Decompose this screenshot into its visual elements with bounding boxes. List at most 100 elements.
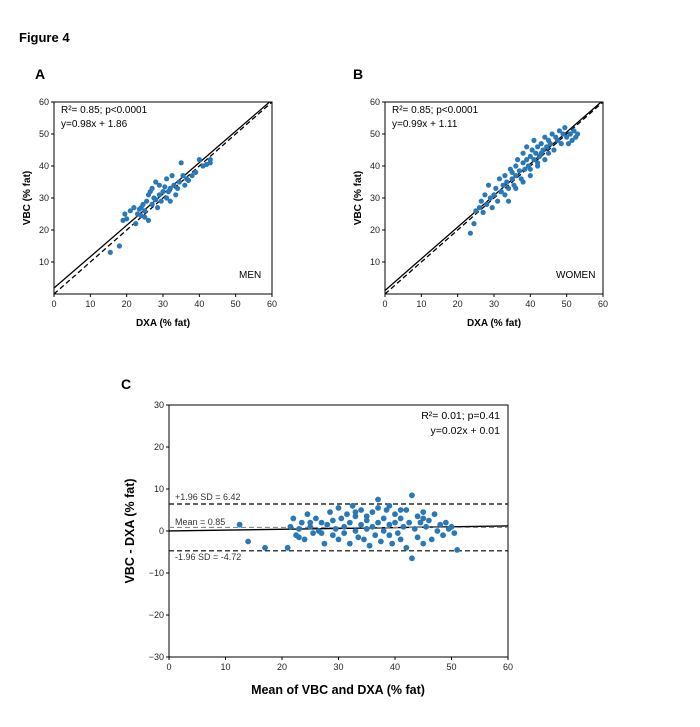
panel-b-data-point xyxy=(490,205,495,210)
panel-a-data-point xyxy=(153,197,158,202)
panel-a-stats-r2: R²= 0.85; p<0.0001 xyxy=(61,105,148,116)
panel-a-x-tick-label: 20 xyxy=(122,299,132,309)
panel-c-data-point xyxy=(398,516,404,522)
panel-a-data-point xyxy=(177,179,182,184)
panel-a-y-axis-label: VBC (% fat) xyxy=(22,171,33,225)
panel-b-data-point xyxy=(575,131,580,136)
panel-a-data-point xyxy=(169,173,174,178)
panel-b-identity-line xyxy=(385,102,603,294)
panel-a-identity-line xyxy=(54,102,272,294)
panel-c-y-tick-label: 10 xyxy=(154,484,164,494)
panel-b-data-point xyxy=(506,186,511,191)
panel-a-data-point xyxy=(182,183,187,188)
panel-c-data-point xyxy=(398,537,404,543)
panel-c-data-point xyxy=(330,518,336,524)
panel-c-data-point xyxy=(437,522,443,528)
panel-c-data-point xyxy=(245,539,251,545)
panel-c-x-tick-label: 40 xyxy=(390,662,400,672)
panel-c-x-tick-label: 20 xyxy=(277,662,287,672)
panel-c: C 0 10 20 30 40 50 60−30−20−100102030 R²= 0.01… xyxy=(121,376,513,697)
panel-c-x-tick-label: 60 xyxy=(503,662,513,672)
panel-c-data-point xyxy=(440,532,446,538)
panel-b-x-tick-label: 30 xyxy=(489,299,499,309)
panel-c-x-tick-label: 50 xyxy=(446,662,456,672)
panel-c-data-point xyxy=(403,507,409,513)
panel-a-label: A xyxy=(35,66,45,82)
panel-c-y-tick-label: −10 xyxy=(149,568,164,578)
panel-b-data-point xyxy=(562,125,567,130)
panel-c-y-tick-label: 20 xyxy=(154,442,164,452)
panel-a-data-point xyxy=(168,199,173,204)
panel-b-data-point xyxy=(495,199,500,204)
panel-c-data-point xyxy=(358,507,364,513)
panel-b-data-point xyxy=(481,210,486,215)
panel-c-y-axis-label: VBC - DXA (% fat) xyxy=(123,478,137,583)
panel-c-x-axis-label: Mean of VBC and DXA (% fat) xyxy=(251,683,425,697)
panel-c-data-point xyxy=(415,534,421,540)
panel-c-data-point xyxy=(375,497,381,503)
panel-c-lower-loa-label: -1.96 SD = -4.72 xyxy=(175,552,241,562)
panel-c-data-point xyxy=(398,507,404,513)
panel-b-data-point xyxy=(502,192,507,197)
panel-a-data-point xyxy=(131,205,136,210)
panel-c-data-point xyxy=(378,539,384,545)
panel-b-data-point xyxy=(471,221,476,226)
panel-b-x-tick-label: 50 xyxy=(562,299,572,309)
panel-c-data-point xyxy=(409,555,415,561)
panel-a-x-tick-label: 30 xyxy=(158,299,168,309)
panel-c-data-point xyxy=(423,524,429,530)
panel-a-x-axis-label: DXA (% fat) xyxy=(136,318,190,329)
panel-b-data-point xyxy=(517,168,522,173)
panel-c-data-point xyxy=(336,505,342,511)
panel-a: A 0 10 20 30 40 50 60102030405060 R²= 0.85; p<… xyxy=(22,66,277,329)
panel-c-data-point xyxy=(302,537,308,543)
panel-a-data-point xyxy=(155,205,160,210)
panel-a-x-tick-label: 40 xyxy=(194,299,204,309)
panel-c-data-point xyxy=(353,509,359,515)
panel-c-data-point xyxy=(296,526,302,532)
panel-b-data-point xyxy=(484,202,489,207)
panel-c-data-point xyxy=(409,492,415,498)
panel-c-data-point xyxy=(327,509,333,515)
panel-c-data-point xyxy=(305,511,311,517)
panel-c-data-point xyxy=(319,520,325,526)
panel-c-label: C xyxy=(121,376,131,392)
panel-c-data-point xyxy=(358,522,364,528)
panel-b-data-point xyxy=(546,151,551,156)
panel-a-x-tick-label: 10 xyxy=(85,299,95,309)
panel-a-data-point xyxy=(193,170,198,175)
panel-b-data-point xyxy=(479,199,484,204)
panel-c-data-point xyxy=(420,541,426,547)
panel-c-x-tick-label: 10 xyxy=(220,662,230,672)
panel-a-data-point xyxy=(146,218,151,223)
panel-c-data-point xyxy=(401,524,407,530)
panel-c-data-point xyxy=(324,522,330,528)
panel-a-data-point xyxy=(124,216,129,221)
panel-c-data-point xyxy=(350,503,356,509)
panel-a-data-point xyxy=(108,250,113,255)
panel-c-data-point xyxy=(381,516,387,522)
panel-c-data-point xyxy=(367,543,373,549)
panel-a-data-point xyxy=(142,208,147,213)
panel-a-stats-equation: y=0.98x + 1.86 xyxy=(61,119,128,130)
panel-c-data-point xyxy=(420,516,426,522)
panel-b-y-tick-label: 40 xyxy=(370,161,380,171)
panel-c-data-point xyxy=(310,530,316,536)
panel-c-data-point xyxy=(406,520,412,526)
panel-a-y-tick-label: 30 xyxy=(39,193,49,203)
panel-b-data-point xyxy=(524,144,529,149)
figure-title: Figure 4 xyxy=(19,30,70,45)
panel-c-data-point xyxy=(361,537,367,543)
panel-b-x-tick-label: 20 xyxy=(453,299,463,309)
panel-c-data-point xyxy=(443,520,449,526)
panel-c-data-point xyxy=(355,534,361,540)
panel-a-data-point xyxy=(150,186,155,191)
panel-a-data-point xyxy=(179,160,184,165)
panel-c-data-point xyxy=(392,511,398,517)
panel-c-data-point xyxy=(341,524,347,530)
panel-a-data-point xyxy=(162,184,167,189)
panel-c-data-point xyxy=(375,505,381,511)
panel-b-data-point xyxy=(535,160,540,165)
panel-b-data-point xyxy=(513,186,518,191)
panel-b-data-point xyxy=(506,199,511,204)
